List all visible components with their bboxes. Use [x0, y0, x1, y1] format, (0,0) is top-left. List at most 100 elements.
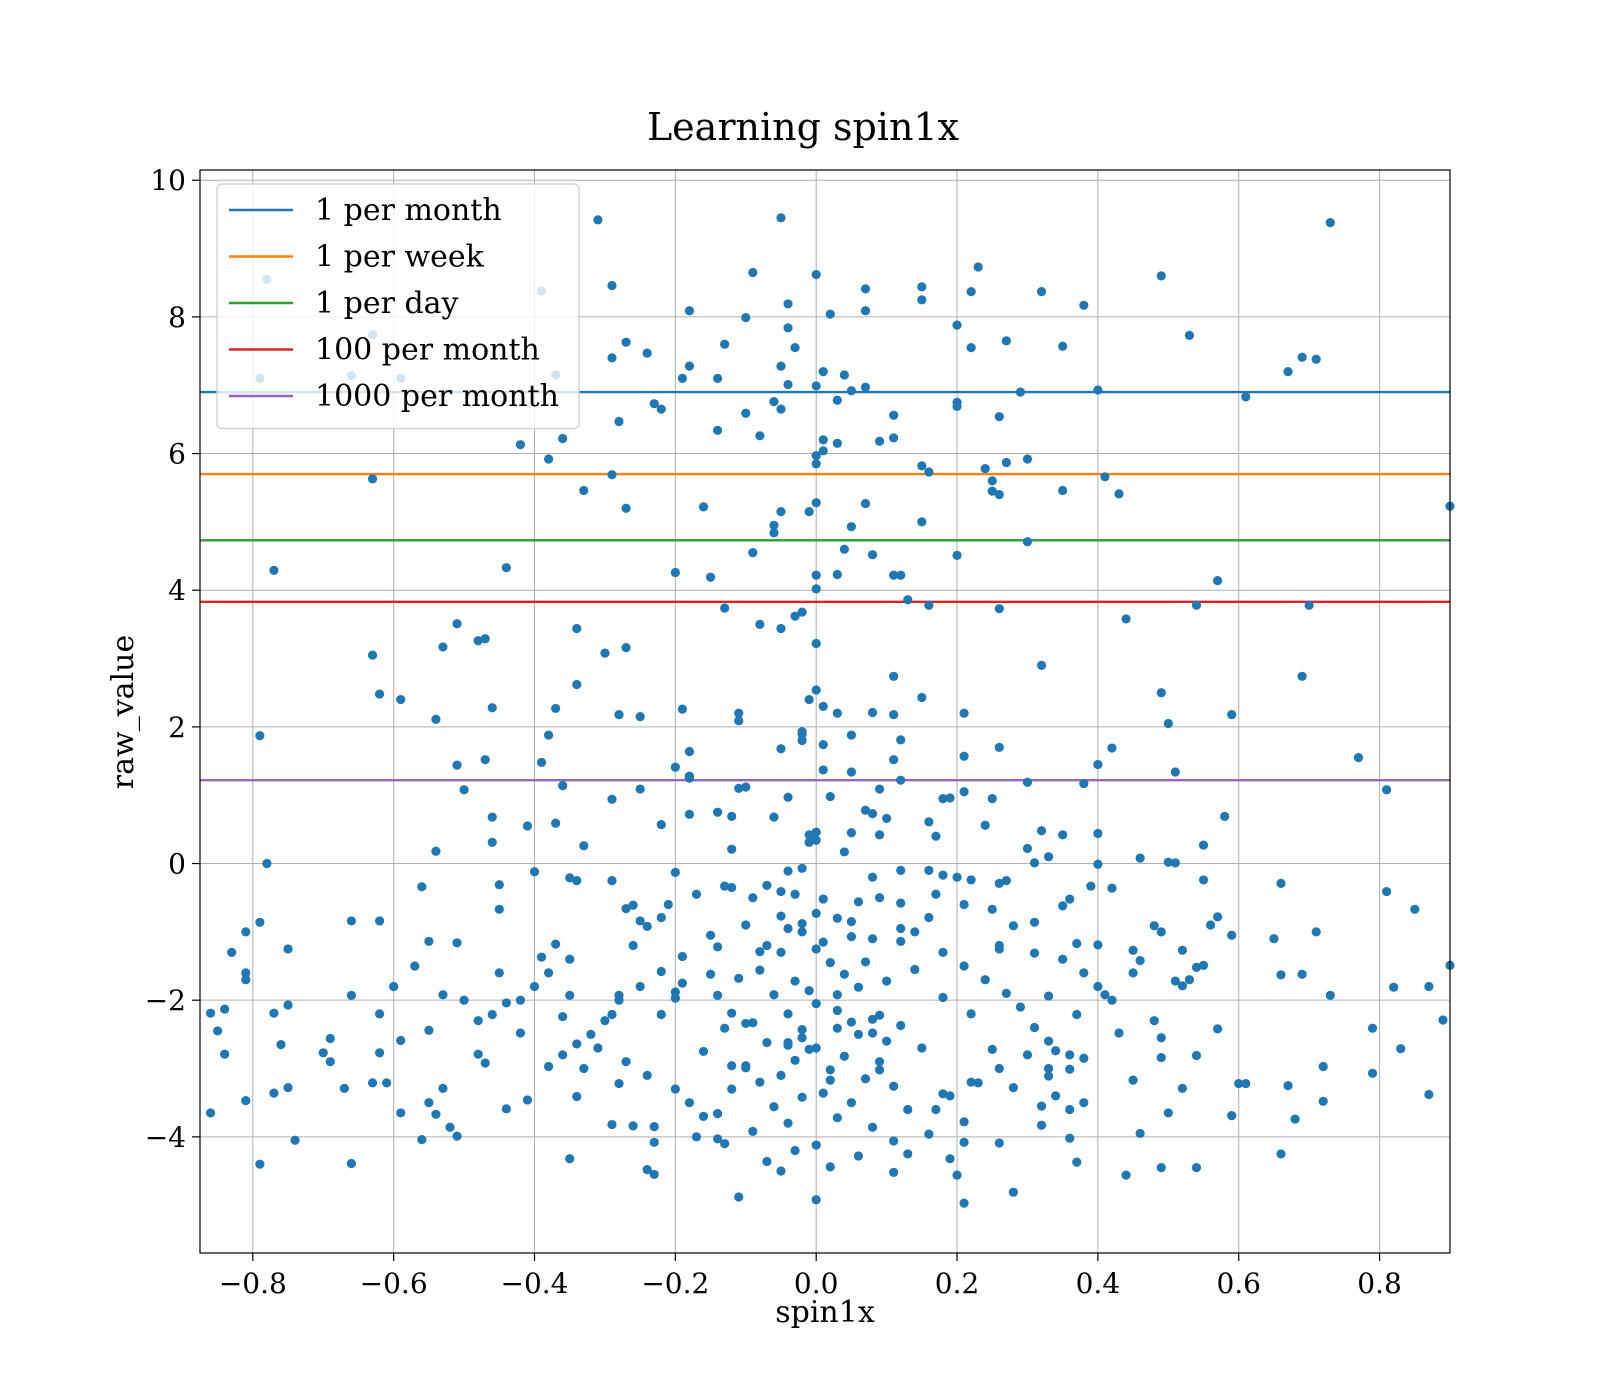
- data-point: [797, 1033, 807, 1043]
- data-point: [769, 520, 779, 530]
- data-point: [487, 703, 497, 713]
- data-point: [283, 1000, 293, 1010]
- data-point: [1198, 840, 1209, 850]
- data-point: [860, 498, 871, 509]
- data-point: [607, 280, 617, 291]
- data-point: [227, 947, 237, 957]
- data-point: [713, 942, 723, 952]
- data-point: [797, 1024, 807, 1035]
- data-point: [670, 762, 680, 772]
- data-point: [438, 1083, 448, 1093]
- data-point: [1022, 777, 1033, 787]
- data-point: [1184, 330, 1195, 340]
- data-point: [874, 436, 885, 446]
- data-point: [980, 975, 990, 985]
- data-point: [1170, 976, 1180, 986]
- data-point: [642, 1070, 652, 1080]
- data-point: [896, 923, 906, 934]
- data-point: [1170, 858, 1180, 868]
- data-point: [325, 1057, 335, 1067]
- data-point: [670, 567, 680, 578]
- data-point: [867, 550, 878, 560]
- data-point: [649, 1137, 659, 1147]
- data-point: [1227, 709, 1237, 720]
- data-point: [691, 1132, 702, 1142]
- data-point: [698, 502, 709, 512]
- data-point: [832, 395, 842, 405]
- data-point: [649, 1169, 659, 1180]
- data-point: [1213, 1024, 1223, 1034]
- data-point: [374, 916, 385, 926]
- data-point: [339, 1083, 349, 1093]
- data-point: [867, 1028, 878, 1038]
- data-point: [846, 917, 857, 927]
- legend-label: 1 per week: [315, 240, 485, 275]
- data-point: [1198, 960, 1209, 970]
- data-point: [438, 990, 448, 1000]
- data-point: [720, 603, 730, 613]
- data-point: [804, 694, 814, 705]
- data-point: [734, 716, 744, 726]
- data-point: [896, 936, 906, 947]
- x-tick-label: 0.2: [935, 1267, 980, 1300]
- data-point: [952, 872, 962, 882]
- x-tick-label: 0.4: [1076, 1267, 1121, 1300]
- data-point: [205, 1008, 216, 1018]
- data-point: [860, 382, 871, 392]
- data-point: [910, 927, 920, 937]
- data-point: [1367, 1068, 1378, 1078]
- data-point: [283, 944, 293, 954]
- x-tick-label: −0.2: [641, 1267, 709, 1300]
- data-point: [424, 936, 434, 947]
- data-point: [1043, 991, 1054, 1001]
- chart-title: Learning spin1x: [647, 105, 959, 149]
- data-point: [1114, 1028, 1124, 1038]
- data-point: [783, 792, 793, 802]
- data-point: [558, 433, 568, 444]
- data-point: [889, 570, 899, 580]
- data-point: [1093, 759, 1103, 770]
- data-point: [501, 998, 511, 1008]
- data-point: [874, 830, 885, 840]
- plot-frame: [199, 169, 1451, 1254]
- data-point: [431, 846, 441, 856]
- data-point: [501, 1104, 511, 1114]
- data-point: [374, 1048, 385, 1058]
- data-point: [579, 485, 589, 496]
- data-point: [621, 337, 631, 347]
- data-point: [994, 1063, 1004, 1074]
- data-point: [825, 309, 835, 319]
- data-point: [1396, 1044, 1406, 1054]
- data-point: [367, 650, 378, 660]
- data-point: [790, 343, 800, 353]
- data-point: [1093, 859, 1103, 869]
- data-point: [1353, 753, 1364, 763]
- data-point: [1163, 857, 1173, 867]
- data-point: [1093, 940, 1103, 950]
- data-point: [924, 600, 934, 610]
- data-point: [1163, 718, 1173, 729]
- x-tick-label: 0.8: [1357, 1267, 1402, 1300]
- data-point: [1093, 981, 1103, 992]
- data-point: [318, 1048, 328, 1058]
- data-point: [1036, 287, 1047, 297]
- data-point: [797, 919, 807, 929]
- data-point: [931, 831, 941, 841]
- data-point: [769, 1102, 779, 1112]
- data-point: [487, 837, 497, 847]
- data-point: [818, 446, 828, 456]
- data-point: [1367, 1023, 1378, 1033]
- data-point: [734, 1192, 744, 1202]
- data-point: [1036, 1101, 1047, 1111]
- data-point: [1311, 927, 1321, 937]
- data-point: [776, 911, 786, 921]
- data-point: [994, 412, 1004, 422]
- data-point: [473, 636, 483, 646]
- data-point: [903, 1104, 913, 1115]
- data-point: [621, 643, 631, 653]
- data-point: [572, 623, 582, 634]
- data-point: [966, 1009, 976, 1019]
- data-point: [1424, 1089, 1434, 1100]
- data-point: [832, 913, 842, 923]
- data-point: [776, 361, 786, 371]
